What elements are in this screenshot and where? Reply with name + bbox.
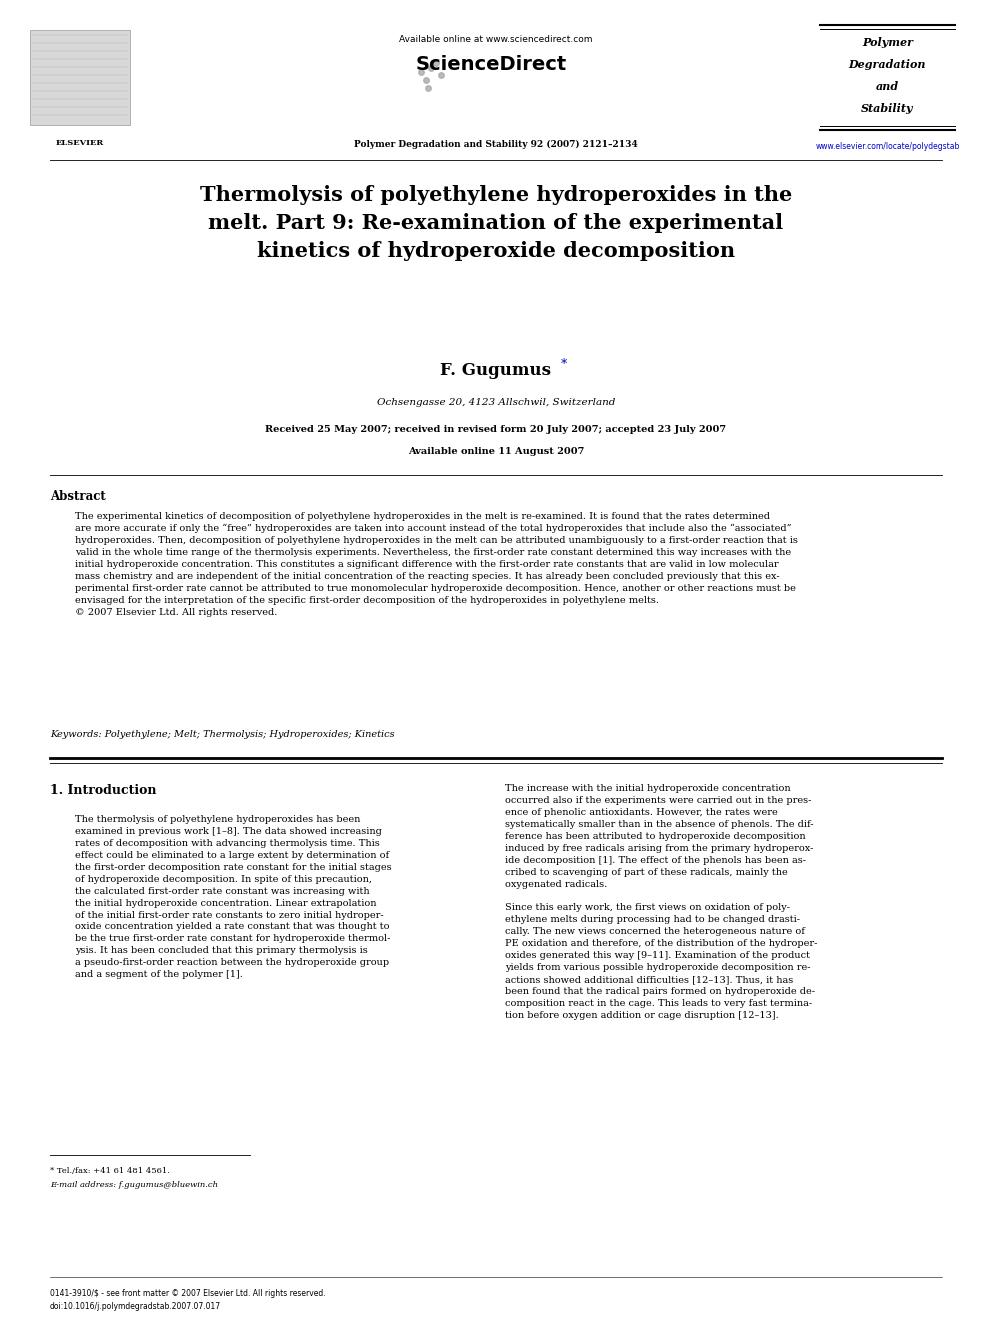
- Text: The increase with the initial hydroperoxide concentration
occurred also if the e: The increase with the initial hydroperox…: [505, 785, 817, 1020]
- Text: Stability: Stability: [861, 103, 914, 114]
- Text: F. Gugumus: F. Gugumus: [440, 363, 552, 378]
- Text: and: and: [876, 81, 899, 93]
- Text: *: *: [560, 359, 567, 370]
- Text: Ochsengasse 20, 4123 Allschwil, Switzerland: Ochsengasse 20, 4123 Allschwil, Switzerl…: [377, 398, 615, 407]
- Text: Received 25 May 2007; received in revised form 20 July 2007; accepted 23 July 20: Received 25 May 2007; received in revise…: [266, 425, 726, 434]
- Text: The thermolysis of polyethylene hydroperoxides has been
examined in previous wor: The thermolysis of polyethylene hydroper…: [75, 815, 392, 979]
- Text: Degradation: Degradation: [849, 60, 927, 70]
- FancyBboxPatch shape: [30, 30, 130, 124]
- Text: 0141-3910/$ - see front matter © 2007 Elsevier Ltd. All rights reserved.: 0141-3910/$ - see front matter © 2007 El…: [50, 1289, 325, 1298]
- Text: ELSEVIER: ELSEVIER: [56, 139, 104, 147]
- Text: Polymer Degradation and Stability 92 (2007) 2121–2134: Polymer Degradation and Stability 92 (20…: [354, 140, 638, 149]
- Text: Available online at www.sciencedirect.com: Available online at www.sciencedirect.co…: [399, 34, 593, 44]
- Text: * Tel./fax: +41 61 481 4561.: * Tel./fax: +41 61 481 4561.: [50, 1167, 170, 1175]
- Text: E-mail address: f.gugumus@bluewin.ch: E-mail address: f.gugumus@bluewin.ch: [50, 1181, 218, 1189]
- Text: ScienceDirect: ScienceDirect: [416, 56, 566, 74]
- Text: Polymer: Polymer: [862, 37, 913, 48]
- Text: 1. Introduction: 1. Introduction: [50, 785, 157, 796]
- Text: www.elsevier.com/locate/polydegstab: www.elsevier.com/locate/polydegstab: [815, 142, 959, 151]
- Text: Keywords: Polyethylene; Melt; Thermolysis; Hydroperoxides; Kinetics: Keywords: Polyethylene; Melt; Thermolysi…: [50, 730, 395, 740]
- Text: Available online 11 August 2007: Available online 11 August 2007: [408, 447, 584, 456]
- Text: Abstract: Abstract: [50, 490, 106, 503]
- Text: Thermolysis of polyethylene hydroperoxides in the
melt. Part 9: Re-examination o: Thermolysis of polyethylene hydroperoxid…: [199, 185, 793, 261]
- Text: doi:10.1016/j.polymdegradstab.2007.07.017: doi:10.1016/j.polymdegradstab.2007.07.01…: [50, 1302, 221, 1311]
- Text: The experimental kinetics of decomposition of polyethylene hydroperoxides in the: The experimental kinetics of decompositi…: [75, 512, 798, 617]
